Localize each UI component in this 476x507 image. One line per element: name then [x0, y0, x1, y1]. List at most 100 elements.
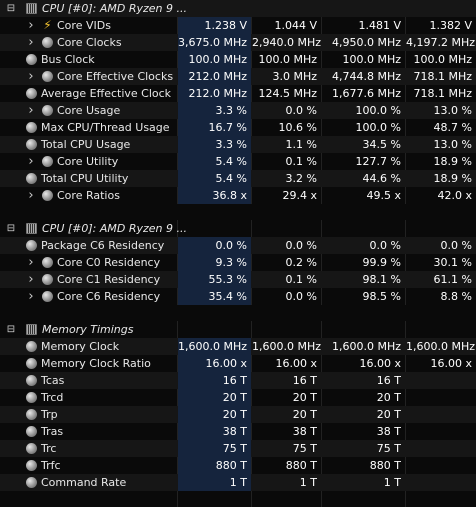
expand-chevron-icon[interactable]: ›	[28, 289, 34, 304]
current-value: 36.8 x	[212, 189, 248, 202]
sensor-row[interactable]: Tras 38 T 38 T 38 T	[0, 423, 476, 440]
maximum-value: 4,950.0 MHz	[331, 36, 401, 49]
minimum-value: 0.1 %	[285, 273, 317, 286]
sensor-row[interactable]: Total CPU Utility 5.4 % 3.2 % 44.6 % 18.9 %	[0, 170, 476, 187]
maximum-value: 44.6 %	[362, 172, 401, 185]
section-header[interactable]: ⊟ CPU [#0]: AMD Ryzen 9 ...	[0, 220, 476, 237]
sensor-row[interactable]: Trfc 880 T 880 T 880 T	[0, 457, 476, 474]
expand-chevron-icon[interactable]: ›	[28, 272, 34, 287]
average-value	[406, 423, 476, 440]
sensor-label: Average Effective Clock	[41, 87, 172, 100]
section-header[interactable]: ⊟ CPU [#0]: AMD Ryzen 9 ...	[0, 0, 476, 17]
sensor-gauge-icon	[26, 358, 37, 369]
sensor-label: Core Effective Clocks	[57, 70, 174, 83]
sensor-row[interactable]: Package C6 Residency 0.0 % 0.0 % 0.0 % 0.0 %	[0, 237, 476, 254]
minimum-value: 38 T	[292, 425, 317, 438]
sensor-row[interactable]: Memory Clock 1,600.0 MHz 1,600.0 MHz 1,600.…	[0, 338, 476, 355]
current-value: 3.3 %	[215, 138, 247, 151]
average-value	[406, 440, 476, 457]
current-value: 1.238 V	[204, 19, 247, 32]
sensor-gauge-icon	[26, 426, 37, 437]
current-value: 100.0 MHz	[188, 53, 247, 66]
maximum-value: 38 T	[376, 425, 401, 438]
current-column-highlight	[178, 338, 251, 355]
expand-chevron-icon[interactable]: ›	[28, 69, 34, 84]
current-column-highlight	[178, 68, 251, 85]
average-value	[406, 372, 476, 389]
sensor-row[interactable]: Bus Clock 100.0 MHz 100.0 MHz 100.0 MHz 100.…	[0, 51, 476, 68]
maximum-value: 75 T	[376, 442, 401, 455]
sensor-row[interactable]: › Core C1 Residency 55.3 % 0.1 % 98.1 % 61.1 …	[0, 271, 476, 288]
sensor-row[interactable]: › Core Effective Clocks 212.0 MHz 3.0 MHz 4,…	[0, 68, 476, 85]
sensor-row[interactable]: Average Effective Clock 212.0 MHz 124.5 MH…	[0, 85, 476, 102]
sensor-row[interactable]: Memory Clock Ratio 16.00 x 16.00 x 16.00 x 1…	[0, 355, 476, 372]
average-value: 18.9 %	[433, 155, 472, 168]
sensor-row[interactable]: › Core Usage 3.3 % 0.0 % 100.0 % 13.0 %	[0, 102, 476, 119]
section-spacer	[0, 204, 476, 220]
expand-chevron-icon[interactable]: ›	[28, 188, 34, 203]
current-column-highlight	[178, 17, 251, 34]
minimum-value: 20 T	[292, 391, 317, 404]
average-value: 718.1 MHz	[413, 70, 472, 83]
current-value: 35.4 %	[208, 290, 247, 303]
sensor-label: Tcas	[41, 374, 65, 387]
collapse-toggle-icon[interactable]: ⊟	[6, 324, 16, 335]
sensor-row[interactable]: Total CPU Usage 3.3 % 1.1 % 34.5 % 13.0 %	[0, 136, 476, 153]
minimum-value: 0.1 %	[285, 155, 317, 168]
sensor-gauge-icon	[26, 173, 37, 184]
average-value: 13.0 %	[433, 104, 472, 117]
current-column-highlight	[178, 187, 251, 204]
sensor-label: Max CPU/Thread Usage	[41, 121, 170, 134]
current-column-highlight	[178, 372, 251, 389]
sensor-label: Trfc	[41, 459, 61, 472]
minimum-value: 10.6 %	[278, 121, 317, 134]
sensor-row[interactable]: › Core Ratios 36.8 x 29.4 x 49.5 x 42.0 x	[0, 187, 476, 204]
expand-chevron-icon[interactable]: ›	[28, 35, 34, 50]
section-header[interactable]: ⊟ Memory Timings	[0, 321, 476, 338]
sensor-row[interactable]: › ⚡ Core VIDs 1.238 V 1.044 V 1.481 V 1.382 V	[0, 17, 476, 34]
collapse-toggle-icon[interactable]: ⊟	[6, 3, 16, 14]
sensor-row[interactable]: › Core C6 Residency 35.4 % 0.0 % 98.5 % 8.8 %	[0, 288, 476, 305]
maximum-value: 99.9 %	[362, 256, 401, 269]
maximum-value: 20 T	[376, 391, 401, 404]
average-value: 8.8 %	[440, 290, 472, 303]
current-value: 75 T	[222, 442, 247, 455]
current-column-highlight	[178, 457, 251, 474]
sensor-row[interactable]: › Core Clocks 3,675.0 MHz 2,940.0 MHz 4,950.…	[0, 34, 476, 51]
sensor-gauge-icon	[26, 139, 37, 150]
expand-chevron-icon[interactable]: ›	[28, 18, 34, 33]
maximum-value: 100.0 %	[355, 104, 401, 117]
minimum-value: 0.0 %	[285, 239, 317, 252]
sensor-row[interactable]: › Core Utility 5.4 % 0.1 % 127.7 % 18.9 %	[0, 153, 476, 170]
sensor-row[interactable]: Trp 20 T 20 T 20 T	[0, 406, 476, 423]
sensor-row[interactable]: Max CPU/Thread Usage 16.7 % 10.6 % 100.0 % 4…	[0, 119, 476, 136]
current-value: 55.3 %	[208, 273, 247, 286]
sensor-row[interactable]: Tcas 16 T 16 T 16 T	[0, 372, 476, 389]
maximum-value: 100.0 %	[355, 121, 401, 134]
sensor-gauge-icon	[26, 88, 37, 99]
current-column-highlight	[178, 389, 251, 406]
current-value: 880 T	[215, 459, 247, 472]
collapse-toggle-icon[interactable]: ⊟	[6, 223, 16, 234]
sensor-row[interactable]: Command Rate 1 T 1 T 1 T	[0, 474, 476, 491]
sensor-row[interactable]: › Core C0 Residency 9.3 % 0.2 % 99.9 % 30.1 %	[0, 254, 476, 271]
current-column-highlight	[178, 254, 251, 271]
maximum-value: 98.1 %	[362, 273, 401, 286]
minimum-value: 124.5 MHz	[258, 87, 317, 100]
sensor-gauge-icon	[26, 443, 37, 454]
maximum-value: 98.5 %	[362, 290, 401, 303]
current-column-highlight	[178, 85, 251, 102]
maximum-value: 20 T	[376, 408, 401, 421]
expand-chevron-icon[interactable]: ›	[28, 255, 34, 270]
sensor-row[interactable]: Trcd 20 T 20 T 20 T	[0, 389, 476, 406]
sensor-label: Command Rate	[41, 476, 127, 489]
expand-chevron-icon[interactable]: ›	[28, 103, 34, 118]
sensor-row[interactable]: Trc 75 T 75 T 75 T	[0, 440, 476, 457]
sensor-label: Core C6 Residency	[57, 290, 161, 303]
section-title: CPU [#0]: AMD Ryzen 9 ...	[42, 2, 187, 15]
expand-chevron-icon[interactable]: ›	[28, 154, 34, 169]
current-value: 16.00 x	[205, 357, 248, 370]
sensor-label: Tras	[41, 425, 64, 438]
section-spacer	[0, 305, 476, 321]
current-column-highlight	[178, 423, 251, 440]
